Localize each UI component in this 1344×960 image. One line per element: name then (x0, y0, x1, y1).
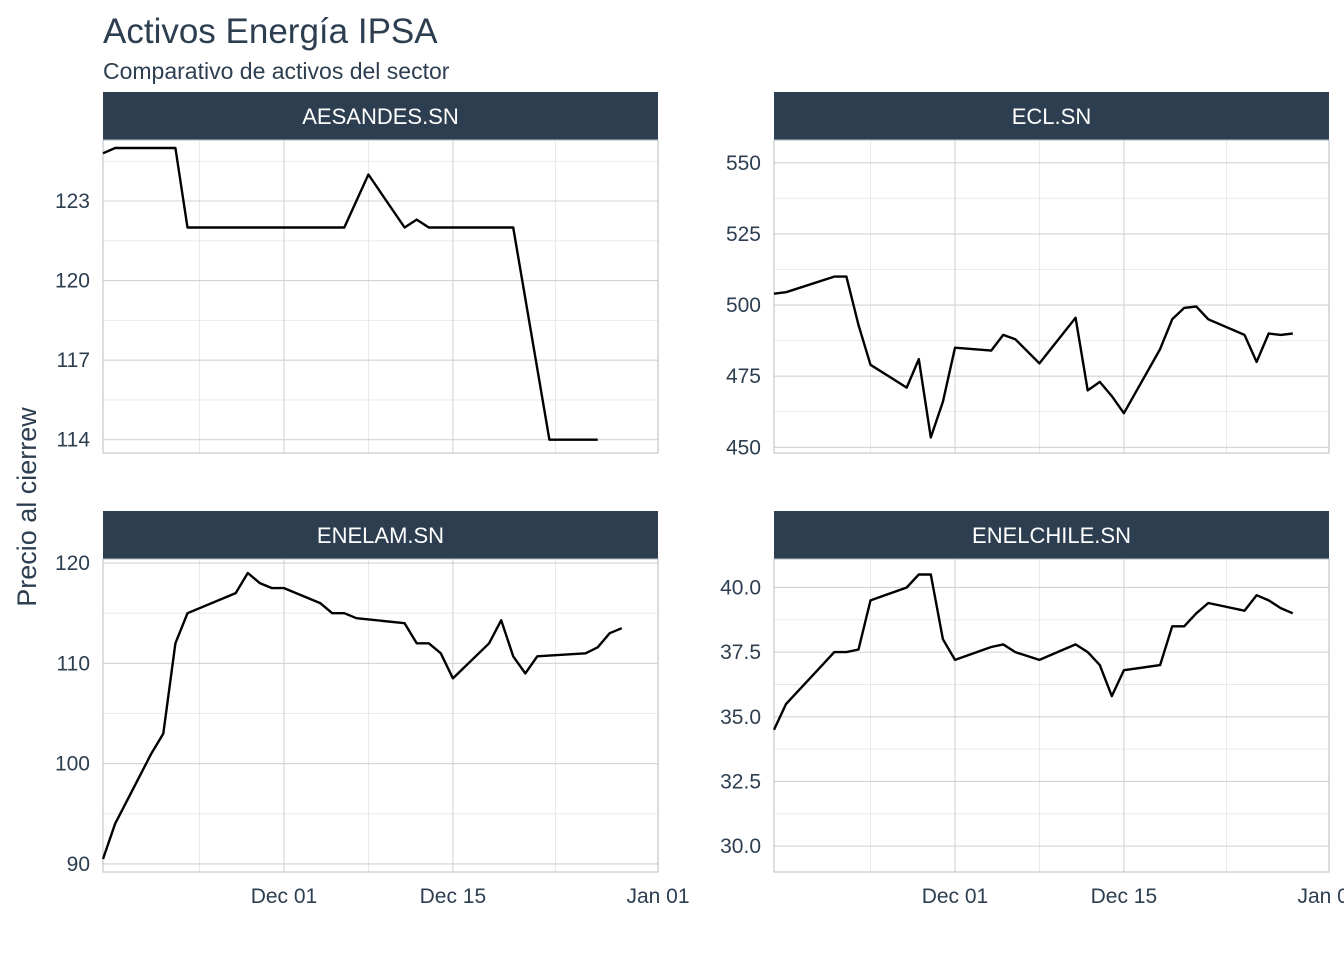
y-tick-label: 450 (726, 436, 761, 459)
y-tick-label: 90 (67, 853, 90, 876)
facet-strip (103, 92, 658, 140)
y-axis-label: Precio al cierrew (12, 407, 42, 607)
y-tick-label: 35.0 (720, 706, 761, 729)
panel-border (773, 139, 1330, 454)
x-tick-label: Dec 01 (922, 885, 989, 908)
series-line-enelchile-sn (772, 573, 1294, 731)
y-tick-label: 120 (55, 270, 90, 293)
x-tick-label: Dec 15 (1091, 885, 1158, 908)
series-line-enelam-sn (101, 571, 623, 860)
chart-subtitle: Comparativo de activos del sector (103, 58, 450, 84)
x-tick-label: Dec 01 (251, 885, 318, 908)
panel-border (773, 558, 1330, 873)
y-tick-label: 100 (55, 753, 90, 776)
y-tick-label: 123 (55, 190, 90, 213)
y-tick-label: 550 (726, 152, 761, 175)
panel-border (102, 558, 659, 873)
facet-strip (774, 92, 1329, 140)
chart-title: Activos Energía IPSA (103, 12, 438, 51)
y-tick-label: 114 (57, 429, 91, 452)
y-tick-label: 37.5 (720, 641, 761, 664)
y-tick-label: 117 (57, 349, 90, 372)
y-tick-label: 475 (726, 365, 761, 388)
y-tick-label: 40.0 (720, 576, 761, 599)
x-tick-label: Jan 01 (1297, 885, 1344, 908)
series-line-aesandes-sn (102, 146, 598, 441)
y-tick-label: 500 (726, 294, 761, 317)
facet-strip-label: ECL.SN (1012, 104, 1091, 129)
y-tick-label: 120 (55, 552, 90, 575)
x-tick-label: Jan 01 (626, 885, 689, 908)
facet-strip-label: ENELCHILE.SN (972, 523, 1131, 548)
panel-border (102, 139, 659, 454)
y-tick-label: 30.0 (720, 835, 761, 858)
y-tick-label: 525 (726, 223, 761, 246)
facet-strip-label: AESANDES.SN (302, 104, 459, 129)
facet-strip (774, 511, 1329, 559)
facet-strip-label: ENELAM.SN (317, 523, 444, 548)
series-line-ecl-sn (773, 275, 1293, 439)
y-tick-label: 32.5 (720, 770, 761, 793)
facet-strip (103, 511, 658, 559)
y-tick-label: 110 (57, 652, 90, 675)
x-tick-label: Dec 15 (420, 885, 487, 908)
